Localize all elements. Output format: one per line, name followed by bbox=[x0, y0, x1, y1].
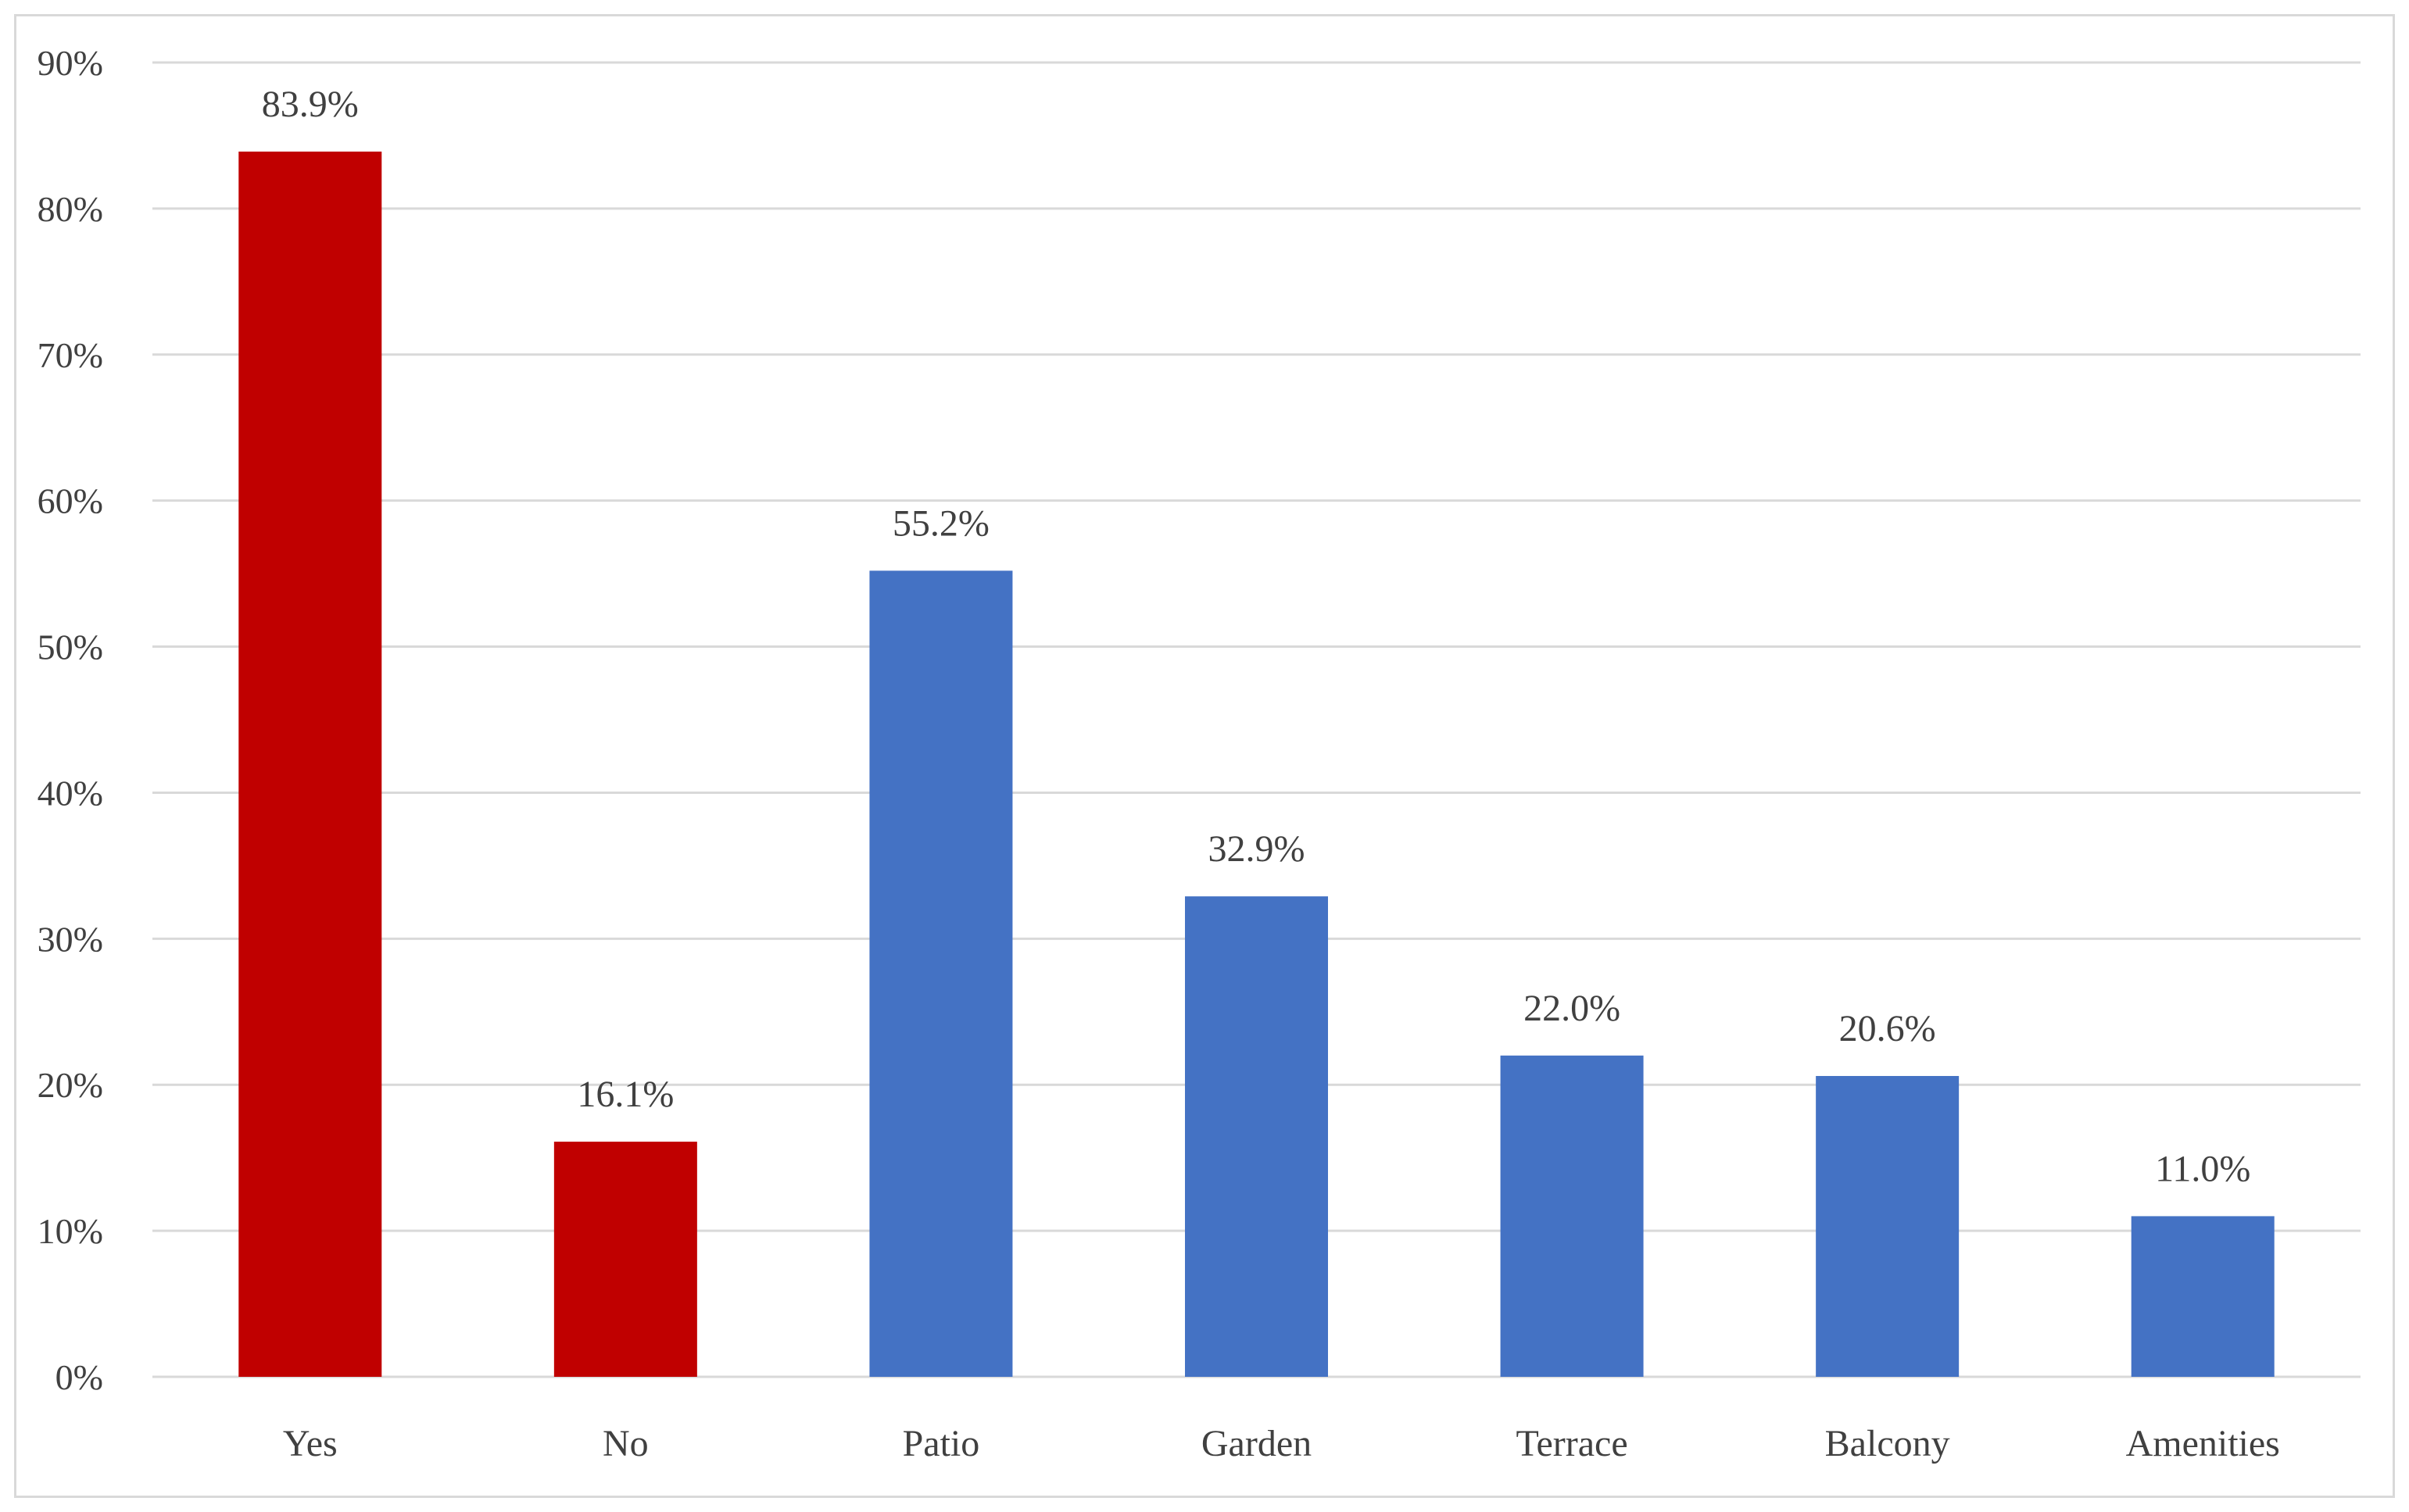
category-label-amenities: Amenities bbox=[2126, 1423, 2280, 1464]
category-label-terrace: Terrace bbox=[1516, 1423, 1627, 1464]
data-label-balcony: 20.6% bbox=[1839, 1008, 1936, 1049]
y-tick-label: 40% bbox=[38, 773, 103, 813]
y-tick-label: 20% bbox=[38, 1065, 103, 1105]
data-label-patio: 55.2% bbox=[893, 502, 990, 544]
category-label-balcony: Balcony bbox=[1825, 1423, 1950, 1464]
bar-garden bbox=[1185, 896, 1328, 1377]
data-label-yes: 83.9% bbox=[262, 84, 359, 125]
bar-amenities bbox=[2131, 1216, 2275, 1377]
bars bbox=[238, 152, 2275, 1378]
category-label-patio: Patio bbox=[903, 1423, 980, 1464]
y-tick-label: 70% bbox=[38, 335, 103, 375]
y-tick-label: 30% bbox=[38, 919, 103, 959]
data-label-garden: 32.9% bbox=[1208, 828, 1305, 870]
bar-terrace bbox=[1500, 1055, 1644, 1377]
data-label-amenities: 11.0% bbox=[2155, 1148, 2250, 1189]
bar-yes bbox=[238, 152, 382, 1378]
category-label-yes: Yes bbox=[283, 1423, 338, 1464]
y-tick-label: 80% bbox=[38, 189, 103, 229]
y-tick-label: 50% bbox=[38, 627, 103, 667]
data-label-no: 16.1% bbox=[577, 1074, 674, 1115]
bar-balcony bbox=[1816, 1076, 1960, 1377]
y-tick-label: 90% bbox=[38, 43, 103, 83]
category-label-no: No bbox=[603, 1423, 649, 1464]
y-tick-label: 0% bbox=[55, 1357, 103, 1397]
category-label-garden: Garden bbox=[1201, 1423, 1312, 1464]
y-tick-label: 60% bbox=[38, 481, 103, 521]
data-label-terrace: 22.0% bbox=[1523, 988, 1620, 1029]
data-labels: 83.9% 16.1% 55.2% 32.9% 22.0% 20.6% 11.0% bbox=[262, 84, 2251, 1189]
bar-patio bbox=[869, 570, 1013, 1378]
bar-no bbox=[553, 1142, 697, 1377]
y-tick-label: 10% bbox=[38, 1211, 103, 1251]
gridlines bbox=[152, 61, 2361, 1378]
y-axis-tick-labels: 0% 10% 20% 30% 40% 50% 60% 70% 80% 90% bbox=[38, 43, 103, 1397]
x-axis-category-labels: Yes No Patio Garden Terrace Balcony Amenities bbox=[283, 1423, 2280, 1464]
